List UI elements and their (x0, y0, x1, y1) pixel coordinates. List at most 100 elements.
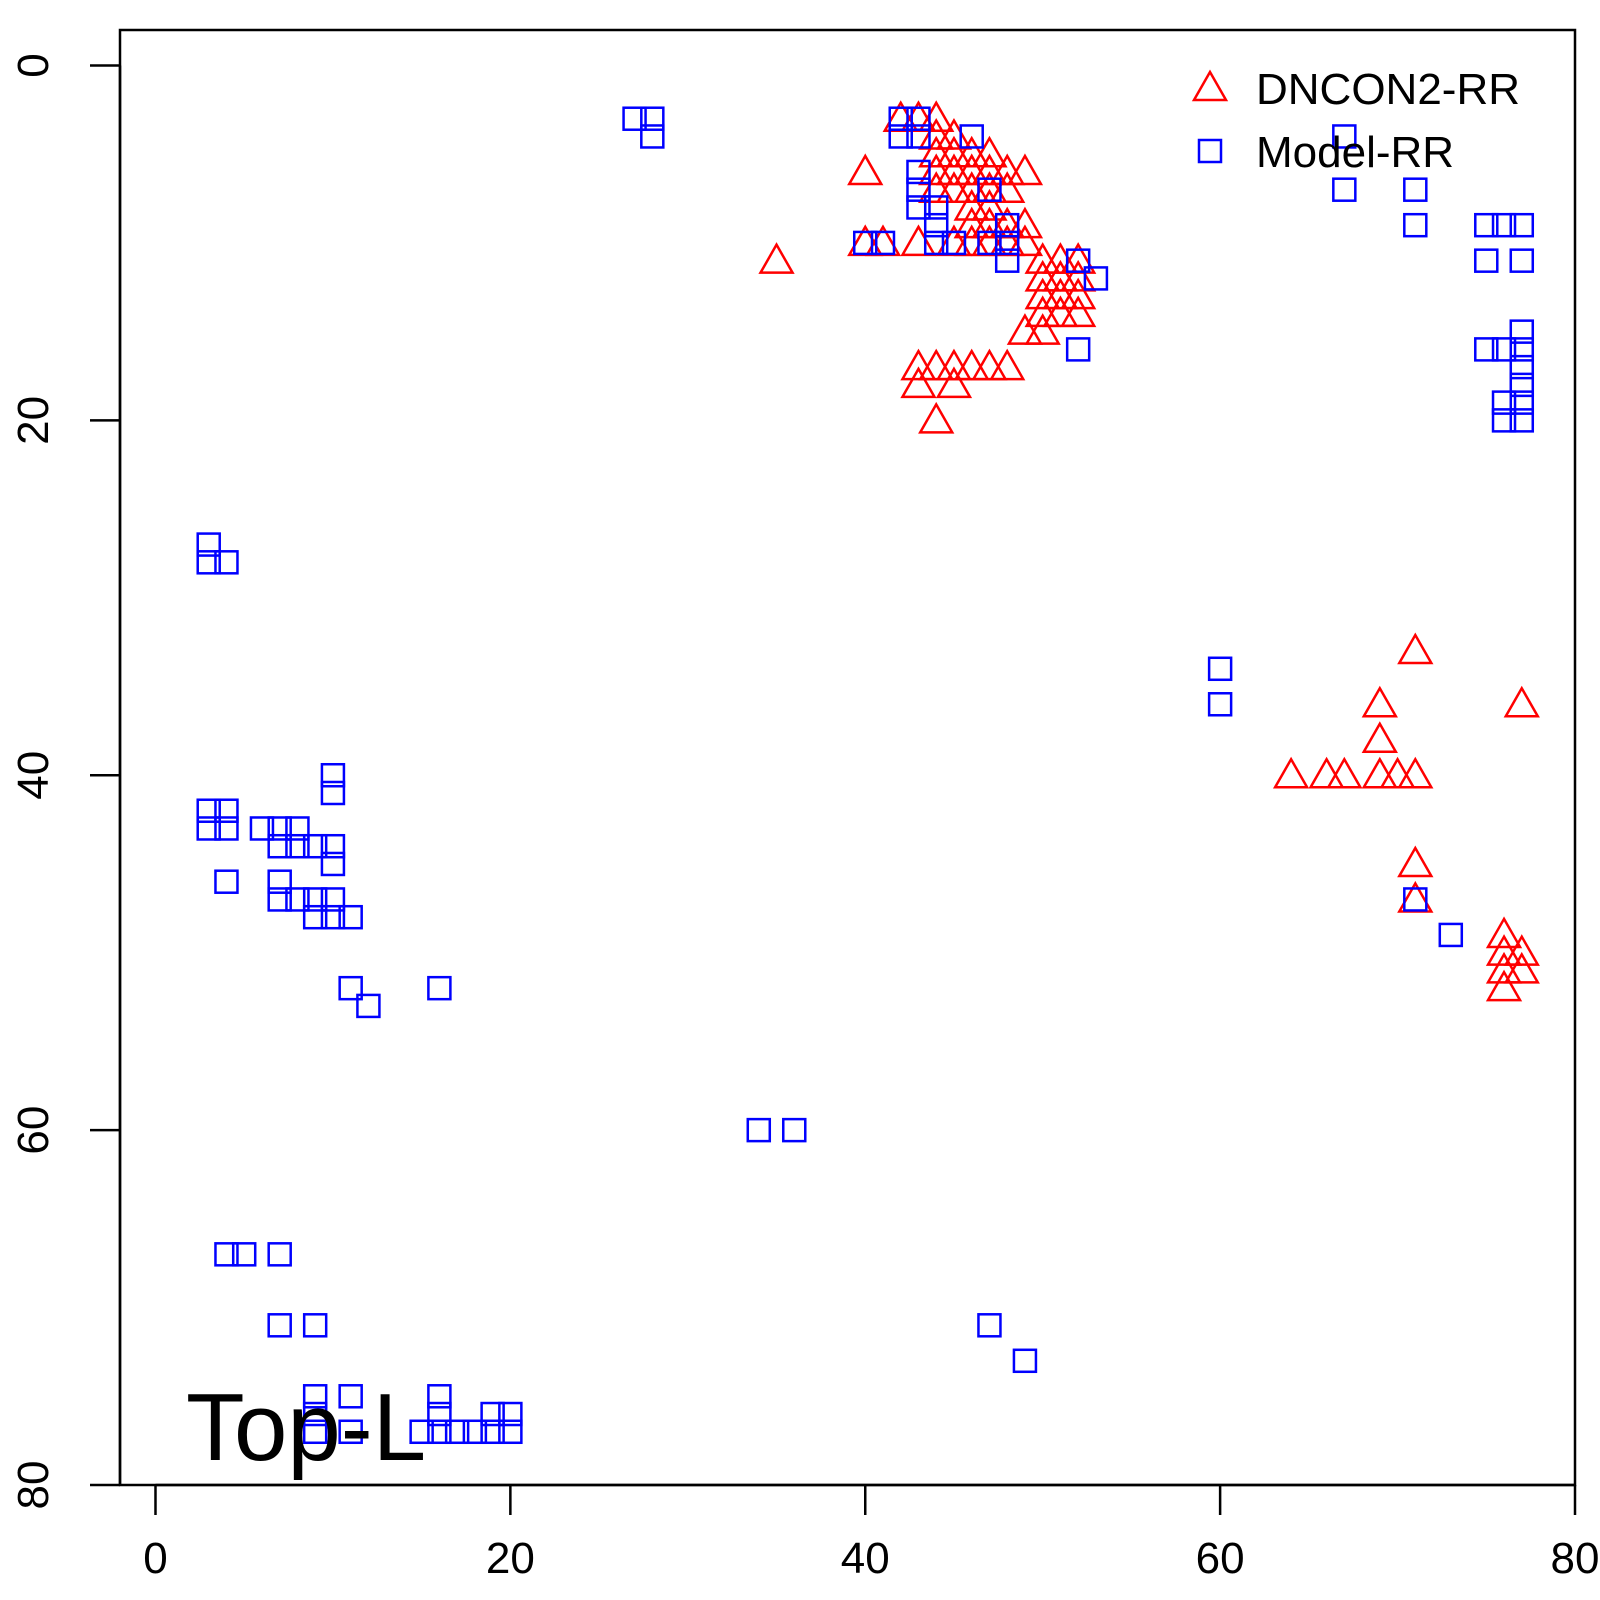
square-point (320, 851, 346, 877)
square-point (640, 106, 665, 131)
square-point (267, 887, 292, 912)
square-point (285, 816, 310, 841)
square-point (231, 1242, 257, 1267)
square-point (1012, 1348, 1038, 1374)
triangle-point (900, 224, 937, 257)
triangle-point (900, 348, 937, 381)
square-point (267, 1242, 292, 1267)
square-point (480, 1419, 505, 1445)
triangle-point (1060, 295, 1097, 328)
triangle-point (1024, 242, 1061, 274)
square-point (267, 816, 292, 841)
square-point (1403, 212, 1428, 238)
triangle-point (1361, 756, 1398, 789)
square-point (923, 212, 949, 238)
triangle-point (1042, 277, 1079, 310)
triangle-point (1485, 934, 1523, 966)
square-point (1083, 266, 1109, 291)
square-point (852, 230, 878, 256)
square-point (888, 106, 913, 131)
square-point (302, 833, 328, 859)
square-point (214, 1242, 239, 1267)
square-point (1474, 337, 1499, 362)
data-points (196, 100, 1540, 1445)
triangle-point (918, 348, 955, 381)
square-point (427, 975, 452, 1001)
triangle-point (1503, 685, 1540, 718)
square-point (1332, 124, 1357, 149)
triangle-point (900, 366, 937, 399)
square-point (977, 230, 1002, 256)
triangle-point (918, 171, 955, 203)
triangle-point (1485, 916, 1523, 949)
square-point (994, 248, 1020, 273)
triangle-point (971, 188, 1008, 221)
square-point (302, 1313, 328, 1338)
square-point (1474, 212, 1499, 238)
y-tick-label: 80 (9, 1461, 58, 1510)
triangle-point (1326, 756, 1363, 789)
square-point (1065, 248, 1091, 273)
square-point (480, 1401, 505, 1427)
square-point (302, 1401, 328, 1427)
square-point (214, 798, 239, 823)
square-point (214, 869, 239, 894)
square-point (1332, 177, 1357, 202)
square-point (285, 833, 310, 859)
triangle-point (1006, 313, 1044, 345)
triangle-point (971, 206, 1008, 239)
square-point (196, 550, 221, 575)
legend-label: DNCON2-RR (1256, 65, 1520, 114)
triangle-point (918, 117, 955, 150)
square-point (906, 159, 931, 185)
chart-annotation: Top-L (186, 1374, 426, 1481)
square-point (320, 762, 346, 788)
square-point (1509, 248, 1535, 273)
triangle-point (935, 117, 973, 150)
triangle-point (953, 171, 990, 203)
square-point (941, 230, 967, 256)
square-point (1509, 337, 1535, 362)
square-point (1491, 390, 1517, 415)
square-point (622, 106, 647, 131)
legend: DNCON2-RR Model-RR (1191, 65, 1520, 177)
square-point (977, 1313, 1002, 1338)
triangle-point (953, 206, 990, 239)
triangle-point (1006, 224, 1044, 257)
square-point (320, 887, 346, 912)
square-point (923, 230, 949, 256)
square-point (640, 124, 665, 149)
square-point (1491, 408, 1517, 433)
triangle-point (953, 188, 990, 221)
triangle-point (1485, 969, 1523, 1002)
triangle-point (918, 100, 955, 132)
square-point (320, 904, 346, 930)
triangle-point (971, 348, 1008, 381)
triangle-point (935, 348, 973, 381)
square-point (427, 1401, 452, 1427)
y-tick-label: 60 (9, 1106, 58, 1155)
triangle-point (989, 348, 1026, 381)
triangle-point (953, 153, 990, 186)
triangle-point (989, 171, 1026, 203)
triangle-point (758, 242, 795, 274)
square-point (320, 780, 346, 806)
square-point (285, 887, 310, 912)
triangle-point (1006, 206, 1044, 239)
square-point (782, 1117, 807, 1143)
square-point (444, 1419, 470, 1445)
square-point (906, 106, 931, 131)
legend-square-marker (1197, 138, 1223, 164)
square-point (302, 904, 328, 930)
square-point (196, 798, 221, 823)
square-point (498, 1419, 523, 1445)
square-point (906, 195, 931, 220)
x-tick-label: 80 (1551, 1534, 1600, 1583)
square-point (267, 869, 292, 894)
x-tick-label: 60 (1196, 1534, 1245, 1583)
square-point (267, 1313, 292, 1338)
square-point (1438, 922, 1464, 948)
square-point (214, 816, 239, 841)
triangle-point (1024, 259, 1061, 292)
